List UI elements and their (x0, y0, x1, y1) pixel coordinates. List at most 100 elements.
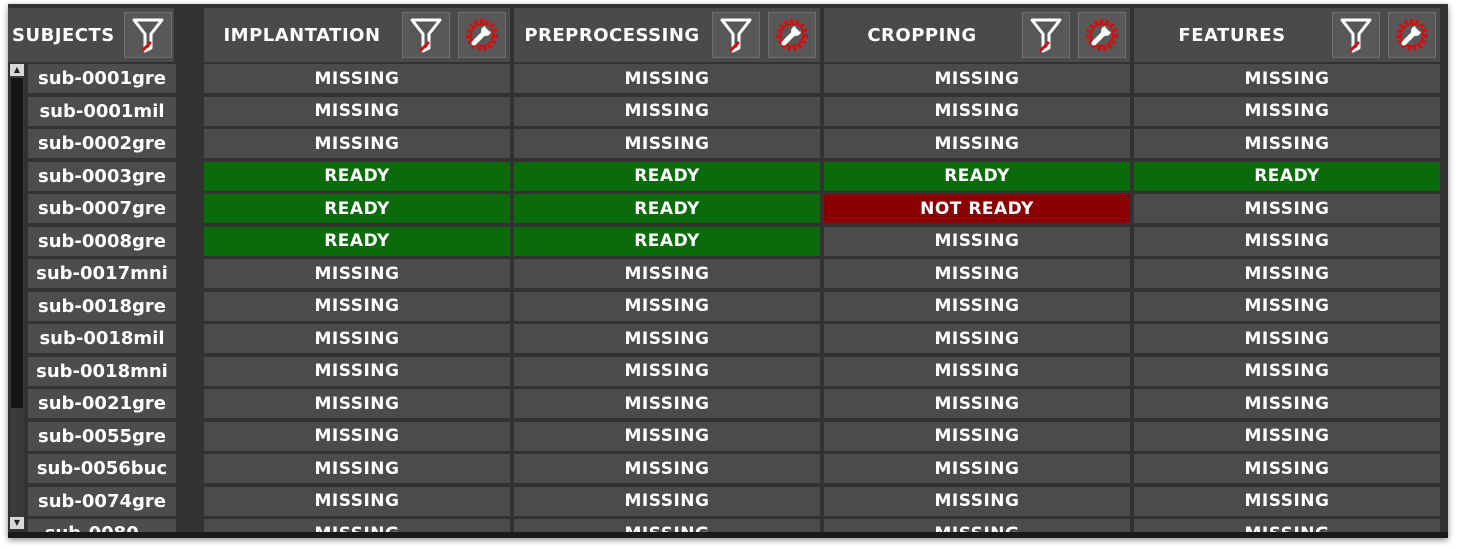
status-cell[interactable]: MISSING (514, 291, 820, 321)
status-cell[interactable]: MISSING (824, 356, 1130, 386)
wrench-gear-icon (774, 17, 810, 53)
column-filter-button[interactable] (1332, 12, 1380, 58)
vertical-scrollbar[interactable]: ▲ ▼ (10, 64, 24, 529)
status-cell[interactable]: MISSING (824, 486, 1130, 516)
status-cell[interactable]: MISSING (514, 64, 820, 93)
status-cell[interactable]: MISSING (514, 96, 820, 126)
status-cell[interactable]: READY (514, 226, 820, 256)
status-cell[interactable]: MISSING (824, 96, 1130, 126)
status-cell[interactable]: READY (1134, 161, 1440, 191)
status-cell[interactable]: MISSING (204, 454, 510, 483)
column-header-implantation: IMPLANTATION (204, 8, 510, 62)
status-cell[interactable]: MISSING (514, 486, 820, 516)
status-cell[interactable]: MISSING (1134, 486, 1440, 516)
status-cell[interactable]: MISSING (204, 486, 510, 516)
subject-row-label[interactable]: sub-0007gre (28, 194, 176, 223)
status-cell[interactable]: MISSING (1134, 421, 1440, 451)
column-header-cropping: CROPPING (824, 8, 1130, 62)
scroll-up-arrow[interactable]: ▲ (10, 64, 24, 76)
status-cell[interactable]: MISSING (824, 226, 1130, 256)
status-cell[interactable]: MISSING (1134, 96, 1440, 126)
subjects-header: SUBJECTS (8, 8, 174, 62)
column-filter-button[interactable] (1022, 12, 1070, 58)
status-cell[interactable]: MISSING (824, 129, 1130, 158)
column-settings-button[interactable] (1078, 12, 1126, 58)
subject-row-label[interactable]: sub-0008gre (28, 226, 176, 256)
status-cell[interactable]: MISSING (514, 421, 820, 451)
filter-icon (719, 17, 753, 53)
status-cell[interactable]: MISSING (1134, 194, 1440, 223)
column-header-features: FEATURES (1134, 8, 1440, 62)
subject-row-label[interactable]: sub-0001mil (28, 96, 176, 126)
status-cell[interactable]: MISSING (1134, 324, 1440, 353)
subject-row-label[interactable]: sub-0001gre (28, 64, 176, 93)
status-cell[interactable]: MISSING (204, 291, 510, 321)
subject-row-label[interactable]: sub-0021gre (28, 389, 176, 418)
wrench-gear-icon (464, 17, 500, 53)
status-cell[interactable]: MISSING (824, 64, 1130, 93)
filter-icon (131, 17, 165, 53)
status-cell[interactable]: MISSING (1134, 226, 1440, 256)
status-cell[interactable]: READY (514, 194, 820, 223)
status-cell[interactable]: MISSING (514, 356, 820, 386)
status-cell[interactable]: MISSING (1134, 389, 1440, 418)
filter-icon (1339, 17, 1373, 53)
status-cell[interactable]: MISSING (1134, 454, 1440, 483)
subject-row-label[interactable]: sub-0018mni (28, 356, 176, 386)
status-cell[interactable]: MISSING (514, 389, 820, 418)
status-cell[interactable]: MISSING (204, 259, 510, 288)
status-cell[interactable]: READY (204, 161, 510, 191)
status-cell[interactable]: MISSING (514, 324, 820, 353)
status-cell[interactable]: READY (204, 226, 510, 256)
column-header-title: PREPROCESSING (524, 24, 700, 46)
scrollbar-thumb[interactable] (11, 78, 23, 408)
subject-row-label[interactable]: sub-0017mni (28, 259, 176, 288)
subject-row-label[interactable]: sub-0055gre (28, 421, 176, 451)
status-cell[interactable]: MISSING (1134, 291, 1440, 321)
status-cell[interactable]: MISSING (1134, 259, 1440, 288)
status-cell[interactable]: MISSING (824, 324, 1130, 353)
column-settings-button[interactable] (768, 12, 816, 58)
column-header-title: CROPPING (867, 24, 977, 46)
status-cell[interactable]: READY (204, 194, 510, 223)
status-cell[interactable]: MISSING (204, 389, 510, 418)
column-filter-button[interactable] (712, 12, 760, 58)
status-cell[interactable]: MISSING (204, 96, 510, 126)
status-cell[interactable]: MISSING (514, 454, 820, 483)
wrench-gear-icon (1394, 17, 1430, 53)
status-cell[interactable]: MISSING (514, 129, 820, 158)
status-cell[interactable]: MISSING (824, 454, 1130, 483)
status-cell[interactable]: MISSING (1134, 64, 1440, 93)
status-cell[interactable]: MISSING (1134, 356, 1440, 386)
wrench-gear-icon (1084, 17, 1120, 53)
column-header-title: FEATURES (1178, 24, 1286, 46)
subject-row-label[interactable]: sub-0018gre (28, 291, 176, 321)
status-cell[interactable]: MISSING (204, 421, 510, 451)
column-filter-button[interactable] (402, 12, 450, 58)
scroll-down-arrow[interactable]: ▼ (10, 517, 24, 529)
filter-icon (1029, 17, 1063, 53)
column-settings-button[interactable] (1388, 12, 1436, 58)
status-cell[interactable]: NOT READY (824, 194, 1130, 223)
status-cell[interactable]: MISSING (514, 259, 820, 288)
status-cell[interactable]: MISSING (1134, 129, 1440, 158)
status-cell[interactable]: MISSING (204, 64, 510, 93)
column-settings-button[interactable] (458, 12, 506, 58)
status-cell[interactable]: MISSING (824, 421, 1130, 451)
status-cell[interactable]: MISSING (204, 324, 510, 353)
status-cell[interactable]: MISSING (204, 356, 510, 386)
status-cell[interactable]: MISSING (824, 389, 1130, 418)
status-cell[interactable]: READY (824, 161, 1130, 191)
status-cell[interactable]: MISSING (824, 259, 1130, 288)
subject-row-label[interactable]: sub-0002gre (28, 129, 176, 158)
panel-bottom-edge (8, 532, 1448, 538)
subject-row-label[interactable]: sub-0003gre (28, 161, 176, 191)
subjects-filter-button[interactable] (124, 12, 172, 58)
subject-row-label[interactable]: sub-0056buc (28, 454, 176, 483)
status-cell[interactable]: MISSING (824, 291, 1130, 321)
status-cell[interactable]: READY (514, 161, 820, 191)
column-header-title: IMPLANTATION (223, 24, 381, 46)
subject-row-label[interactable]: sub-0074gre (28, 486, 176, 516)
subject-row-label[interactable]: sub-0018mil (28, 324, 176, 353)
status-cell[interactable]: MISSING (204, 129, 510, 158)
